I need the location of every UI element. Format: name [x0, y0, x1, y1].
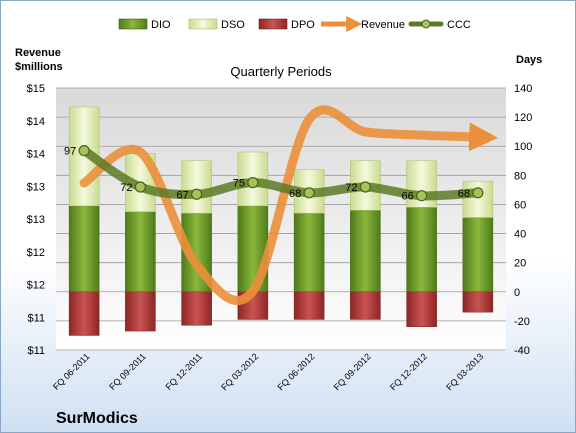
- ccc-data-label: 68: [289, 188, 301, 200]
- lines: [78, 105, 499, 305]
- left-tick-label: $15: [27, 83, 45, 95]
- x-tick-label: FQ 06-2012: [276, 351, 317, 392]
- ccc-data-label: 67: [177, 189, 189, 201]
- data-labels: 97 72 67 75 68 72 66 68: [64, 146, 470, 203]
- right-tick-label: 0: [514, 287, 520, 299]
- right-axis-title: Days: [516, 54, 542, 66]
- bar-dpo: [293, 291, 325, 320]
- right-tick-label: -40: [514, 345, 530, 357]
- bar-dpo: [125, 291, 156, 332]
- legend-label: DIO: [151, 19, 171, 31]
- left-axis-title-line1: Revenue: [15, 47, 61, 59]
- company-name: SurModics: [56, 410, 138, 427]
- legend-label: DPO: [291, 19, 315, 31]
- x-tick-label: FQ 12-2012: [388, 351, 429, 392]
- ccc-data-label: 72: [120, 182, 132, 194]
- x-tick-label: FQ 03-2012: [219, 351, 260, 392]
- left-axis-title-line2: $millions: [15, 61, 63, 73]
- ccc-point: [416, 190, 428, 202]
- bar-dio: [462, 217, 494, 293]
- right-tick-label: 60: [514, 199, 526, 211]
- left-tick-label: $11: [27, 345, 45, 357]
- legend: DIO DSO DPO Revenue CCC: [118, 15, 471, 33]
- left-tick-label: $14: [27, 149, 45, 161]
- bar-dio: [350, 210, 381, 293]
- bar-dpo: [406, 291, 437, 327]
- ccc-data-label: 66: [402, 191, 414, 203]
- right-tick-label: 40: [514, 229, 526, 241]
- left-tick-label: $14: [27, 116, 45, 128]
- ccc-data-label: 97: [64, 146, 76, 158]
- x-tick-label: FQ 03-2013: [444, 351, 485, 392]
- right-tick-label: 140: [514, 83, 532, 95]
- ccc-point: [247, 177, 259, 189]
- revenue-line: [79, 105, 499, 305]
- legend-swatch: [258, 18, 288, 30]
- bar-dio: [68, 205, 100, 293]
- bar-dpo: [68, 291, 100, 336]
- bar-dio: [125, 211, 156, 293]
- right-tick-label: 80: [514, 170, 526, 182]
- ccc-data-label: 75: [233, 178, 245, 190]
- right-tick-label: 20: [514, 258, 526, 270]
- x-tick-label: FQ 09-2011: [107, 351, 148, 392]
- right-tick-label: 100: [514, 141, 532, 153]
- bar-dpo: [181, 291, 212, 326]
- bar-dio: [406, 207, 437, 293]
- left-tick-label: $13: [27, 181, 45, 193]
- right-tick-label: -20: [514, 316, 530, 328]
- left-tick-label: $11: [27, 312, 45, 324]
- ccc-data-label: 68: [458, 188, 470, 200]
- ccc-point: [472, 187, 484, 199]
- legend-label: Revenue: [361, 19, 405, 31]
- chart-subtitle: Quarterly Periods: [230, 64, 332, 79]
- left-tick-label: $12: [27, 280, 45, 292]
- legend-swatch: [118, 18, 148, 30]
- bar-dpo: [462, 291, 494, 313]
- bar-dio: [293, 212, 325, 293]
- left-tick-label: $12: [27, 247, 45, 259]
- ccc-point: [303, 187, 315, 199]
- ccc-point: [191, 188, 203, 200]
- bar-dso: [181, 160, 212, 214]
- legend-label: CCC: [447, 19, 471, 31]
- legend-swatch: [188, 18, 218, 30]
- ccc-point: [134, 181, 146, 193]
- x-tick-label: FQ 12-2011: [163, 351, 204, 392]
- ccc-point: [78, 144, 90, 157]
- right-tick-label: 120: [514, 112, 532, 124]
- x-tick-label: FQ 06-2011: [51, 351, 92, 392]
- x-tick-label: FQ 09-2012: [332, 351, 373, 392]
- ccc-point: [359, 181, 371, 193]
- legend-marker: [421, 19, 431, 29]
- bar-dpo: [350, 291, 381, 320]
- left-tick-label: $13: [27, 214, 45, 226]
- bars: [68, 106, 494, 336]
- ccc-data-label: 72: [345, 182, 357, 194]
- legend-label: DSO: [221, 19, 245, 31]
